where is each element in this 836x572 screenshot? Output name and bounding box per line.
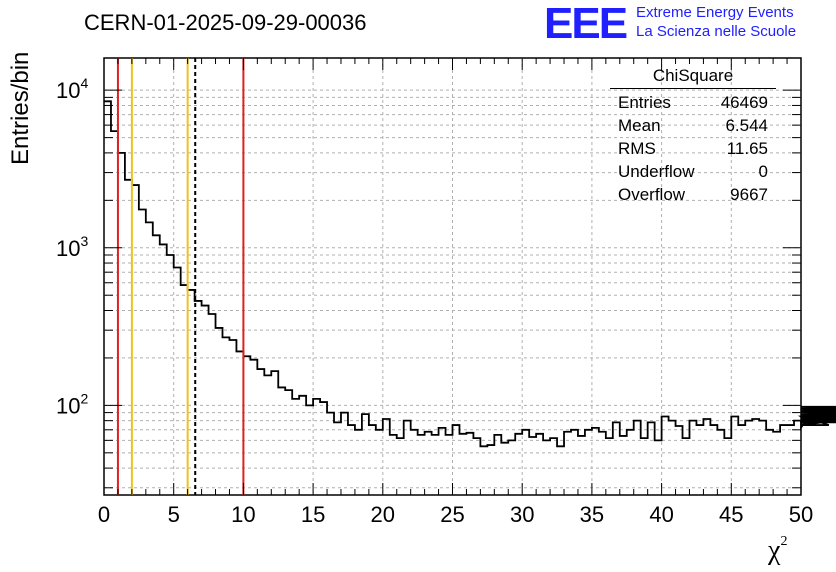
logo-text: Extreme Energy Events La Scienza nelle S… xyxy=(636,3,796,41)
x-tick-label: 20 xyxy=(371,502,395,527)
logo-line-1: Extreme Energy Events xyxy=(636,4,794,21)
y-tick-label: 103 xyxy=(56,233,88,261)
stats-row-overflow: Overflow 9667 xyxy=(610,183,776,206)
x-tick-labels: 0 5 10 15 20 25 30 35 40 45 50 xyxy=(98,502,813,527)
x-tick-label: 0 xyxy=(98,502,110,527)
stats-row-mean: Mean 6.544 xyxy=(610,114,776,137)
y-tick-labels: 102 103 104 xyxy=(56,75,88,418)
x-tick-label: 30 xyxy=(510,502,534,527)
stats-label: Mean xyxy=(618,116,661,135)
reference-lines xyxy=(116,58,245,495)
stats-value: 6.544 xyxy=(725,116,768,135)
stats-value: 11.65 xyxy=(726,139,768,158)
logo-line-2: La Scienza nelle Scuole xyxy=(636,23,797,40)
stats-title: ChiSquare xyxy=(610,66,776,89)
x-axis-label: χ2 xyxy=(768,534,787,567)
stats-label: Overflow xyxy=(618,185,686,204)
x-tick-label: 15 xyxy=(301,502,325,527)
x-axis-label-base: χ xyxy=(768,535,781,566)
stats-value: 46469 xyxy=(720,93,768,112)
y-axis-label: Entries/bin xyxy=(7,51,34,165)
x-tick-label: 5 xyxy=(168,502,180,527)
histogram-series xyxy=(104,100,836,448)
y-tick-label: 104 xyxy=(56,75,88,103)
x-tick-label: 40 xyxy=(649,502,673,527)
stats-row-entries: Entries 46469 xyxy=(610,91,776,114)
x-tick-label: 35 xyxy=(580,502,604,527)
x-tick-label: 50 xyxy=(789,502,813,527)
stats-label: Entries xyxy=(618,93,671,112)
stats-label: Underflow xyxy=(618,162,695,181)
stats-label: RMS xyxy=(618,139,656,158)
stats-box: ChiSquare Entries 46469 Mean 6.544 RMS 11.6… xyxy=(610,66,776,206)
stats-row-rms: RMS 11.65 xyxy=(610,137,776,160)
x-axis-label-sup: 2 xyxy=(780,534,788,549)
eee-logo: EEE xyxy=(544,0,628,48)
x-tick-label: 10 xyxy=(231,502,255,527)
x-tick-label: 45 xyxy=(719,502,743,527)
x-tick-label: 25 xyxy=(440,502,464,527)
stats-value: 0 xyxy=(758,162,768,181)
y-tick-label: 102 xyxy=(56,390,88,418)
stats-value: 9667 xyxy=(730,185,768,204)
chart-title: CERN-01-2025-09-29-00036 xyxy=(84,10,367,35)
stats-row-underflow: Underflow 0 xyxy=(610,160,776,183)
histogram-step-line xyxy=(104,100,836,448)
axis-ticks xyxy=(103,58,802,495)
